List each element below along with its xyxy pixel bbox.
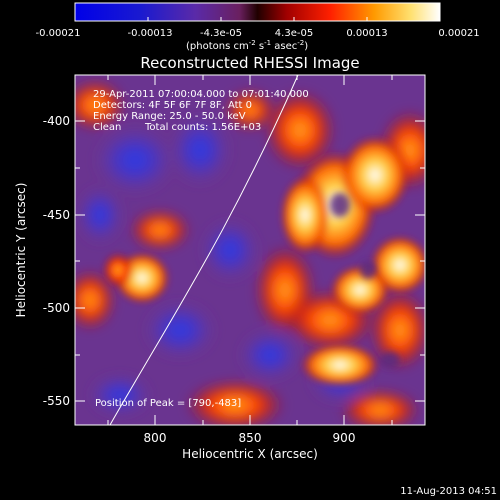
info-energy-range: Energy Range: 25.0 - 50.0 keV [93,111,246,122]
y-tick-label: -450 [43,208,70,222]
plot-title: Reconstructed RHESSI Image [140,54,359,72]
rhessi-image [75,75,425,425]
colorbar-unit: (photons cm-2 s-1 asec-2) [186,39,308,52]
y-tick-label: -550 [43,394,70,408]
x-axis-label: Heliocentric X (arcsec) [182,447,318,461]
info-algorithm: Clean [93,122,121,133]
peak-position-label: Position of Peak = [790,-483] [95,398,241,409]
colorbar-tick: 0.00021 [438,28,479,39]
x-tick-label: 800 [144,431,167,445]
footer-date: 11-Aug-2013 04:51 [400,486,497,497]
y-tick-label: -500 [43,301,70,315]
y-tick-label: -400 [43,114,70,128]
solar-limb [109,75,299,425]
observation-info: 29-Apr-2011 07:00:04.000 to 07:01:40.000… [93,89,309,133]
x-tick-marks [107,75,393,425]
colorbar-tick: 4.3e-05 [275,28,313,39]
x-tick-label: 850 [239,431,262,445]
colorbar-bar [74,2,441,22]
colorbar: -0.00021 -0.00013 -4.3e-05 4.3e-05 0.000… [36,2,480,52]
colorbar-tick: 0.00013 [346,28,387,39]
y-axis-label: Heliocentric Y (arcsec) [14,183,28,318]
colorbar-tick: -0.00021 [36,28,81,39]
info-detectors: Detectors: 4F 5F 6F 7F 8F, Att 0 [93,100,252,111]
colorbar-tick: -4.3e-05 [200,28,242,39]
y-tick-marks [75,120,425,402]
colorbar-tick: -0.00013 [128,28,173,39]
info-time-range: 29-Apr-2011 07:00:04.000 to 07:01:40.000 [93,89,309,100]
info-total-counts: Total counts: 1.56E+03 [144,122,261,133]
x-tick-label: 900 [333,431,356,445]
